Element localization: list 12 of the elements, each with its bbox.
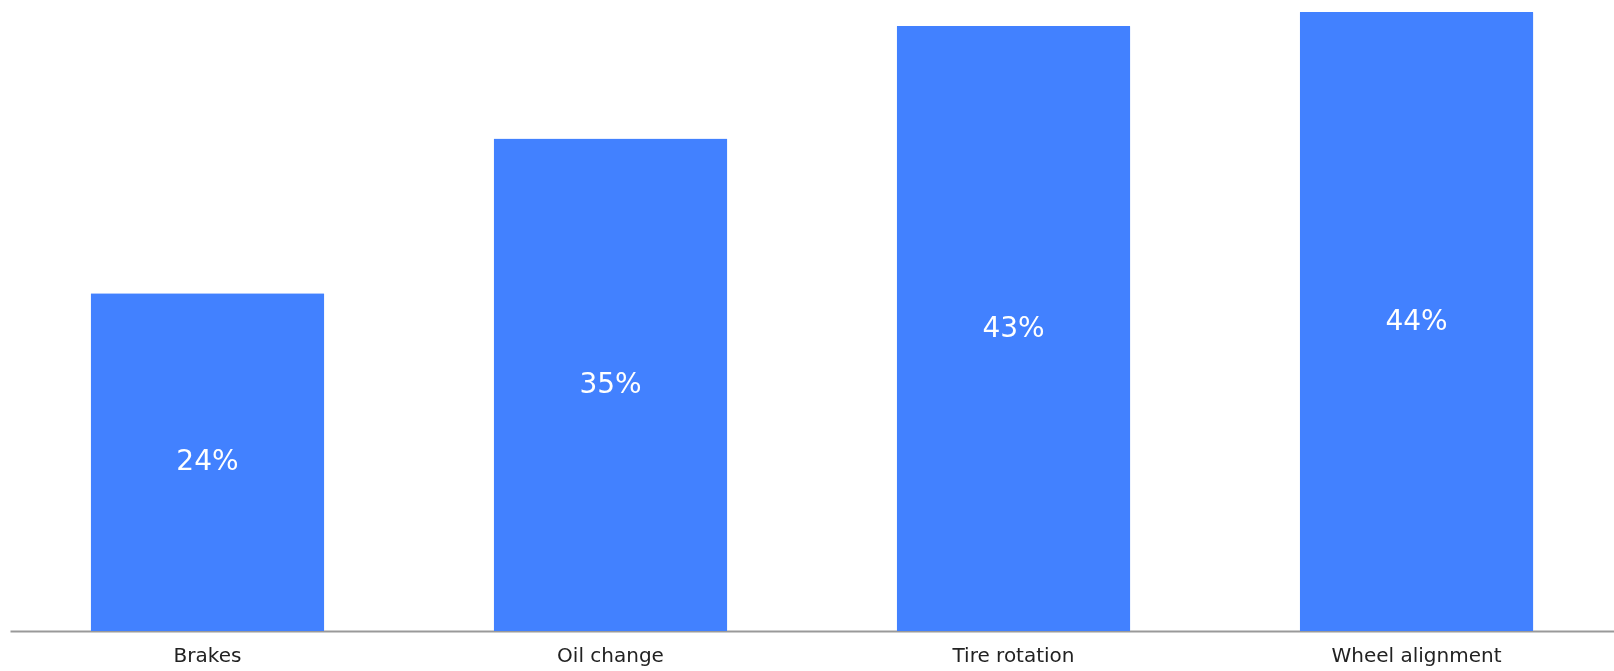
data-label: 44% (1385, 303, 1448, 337)
x-tick-label: Brakes (173, 642, 242, 667)
x-tick-label: Oil change (557, 642, 664, 667)
x-tick-label: Wheel alignment (1331, 642, 1502, 667)
data-label: 43% (982, 310, 1045, 344)
data-label: 24% (176, 444, 239, 478)
data-label: 35% (579, 366, 642, 400)
x-tick-label: Tire rotation (951, 642, 1075, 667)
bar (1299, 12, 1534, 631)
bar (90, 293, 325, 631)
bar (493, 138, 728, 631)
bar (896, 26, 1131, 631)
